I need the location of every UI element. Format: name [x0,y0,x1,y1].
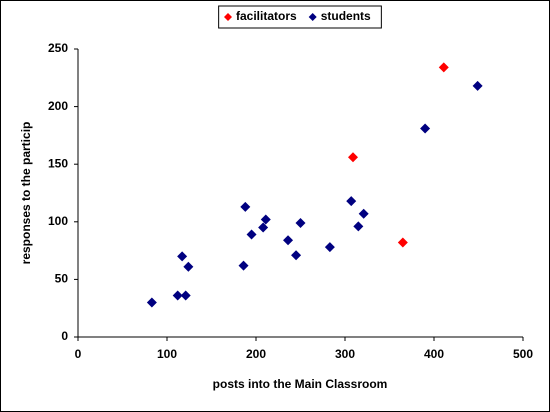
legend-label: students [321,9,371,23]
legend-marker [224,13,232,21]
x-tick-label: 0 [75,347,82,361]
x-tick-label: 200 [246,347,266,361]
point [180,290,191,301]
point [420,123,431,134]
point [177,251,188,262]
y-axis-label: responses to the particip [19,122,33,265]
point [397,237,408,248]
point [146,297,157,308]
y-tick-label: 0 [61,329,68,343]
point [283,235,294,246]
point [291,250,302,261]
point [240,201,251,212]
point [183,261,194,272]
point [172,290,183,301]
x-tick-label: 400 [424,347,444,361]
point [353,221,364,232]
point [295,217,306,228]
point [358,208,369,219]
point [472,80,483,91]
point [346,196,357,207]
legend-marker [308,13,317,21]
y-tick-label: 150 [48,156,68,170]
legend-label: facilitators [236,9,297,23]
point [438,62,449,73]
x-tick-label: 300 [335,347,355,361]
y-tick-label: 250 [48,41,68,55]
point [260,214,271,225]
x-axis-label: posts into the Main Classroom [213,377,388,391]
legend-box [218,5,382,29]
y-tick-label: 100 [48,214,68,228]
y-tick-label: 200 [48,99,68,113]
point [324,242,335,253]
x-tick-label: 100 [157,347,177,361]
point [246,229,257,240]
x-tick-label: 500 [513,347,533,361]
y-tick-label: 50 [55,272,69,286]
point [238,260,249,271]
point [258,222,269,233]
point [348,152,359,163]
